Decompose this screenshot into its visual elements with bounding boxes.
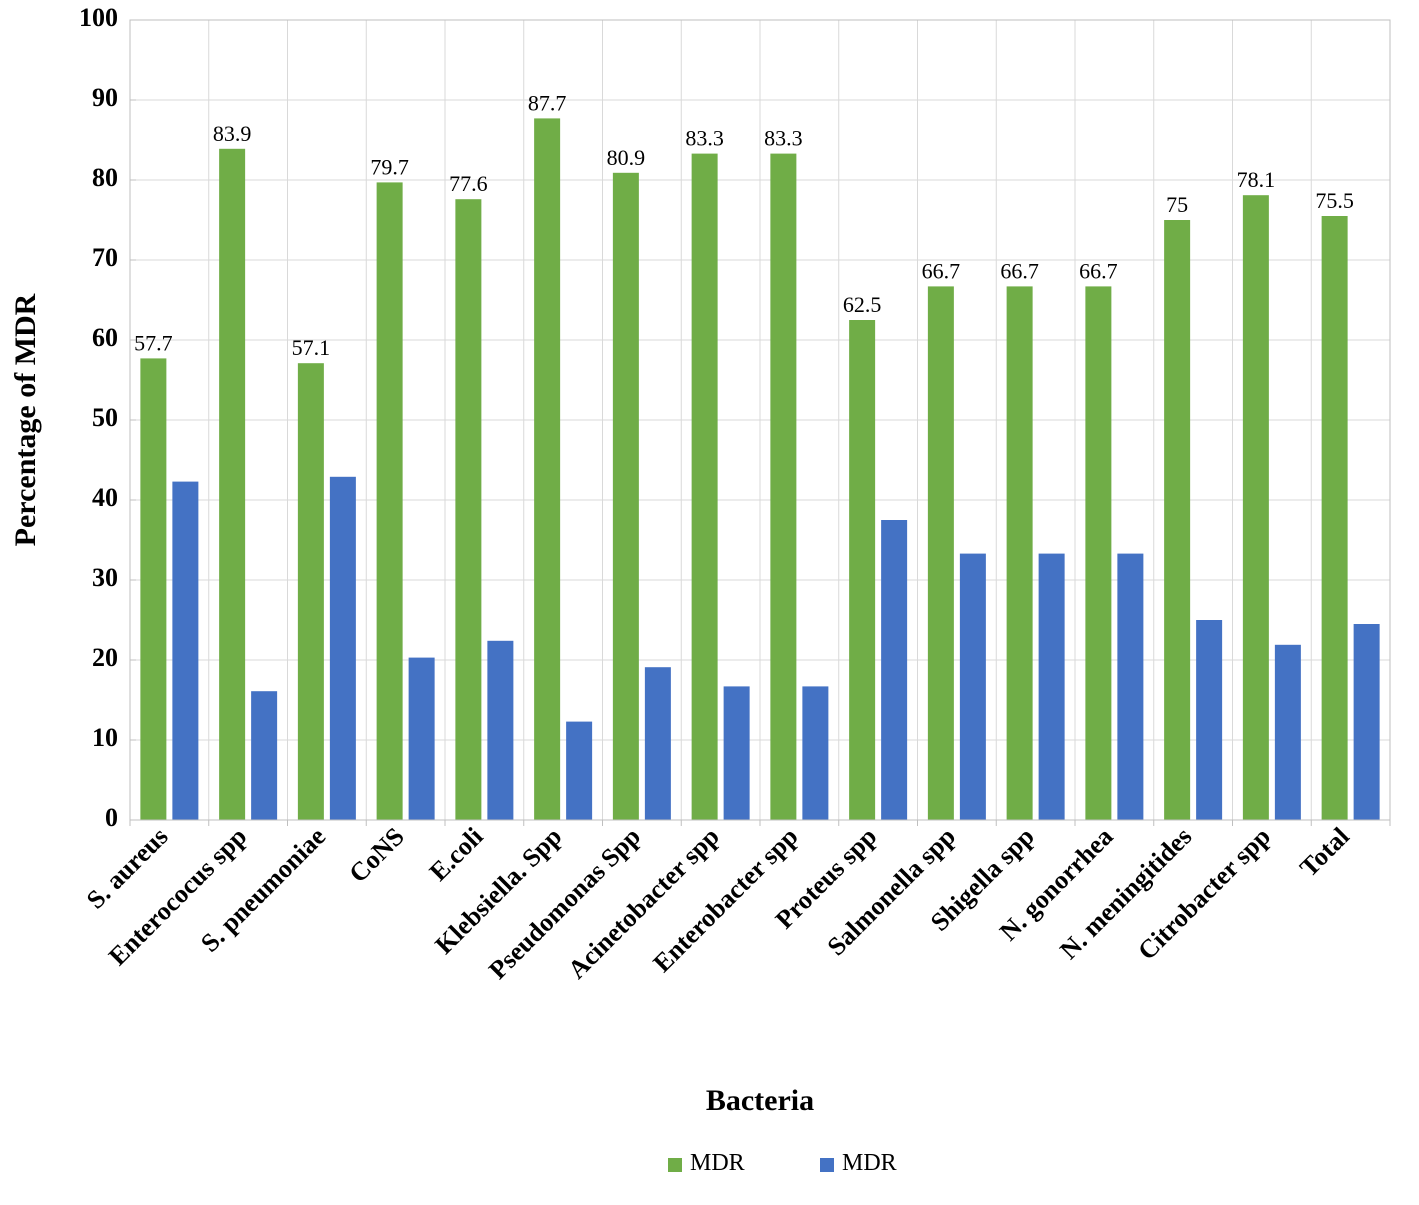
bar-mdr-green (1243, 195, 1269, 820)
bar-mdr-green (140, 358, 166, 820)
bar-mdr-blue (409, 658, 435, 820)
bar-mdr-blue (330, 477, 356, 820)
bar-value-label: 62.5 (843, 292, 882, 317)
bar-mdr-green (534, 118, 560, 820)
bar-chart: 010203040506070809010057.7S. aureus83.9E… (0, 0, 1419, 1205)
y-tick-label: 30 (92, 563, 118, 592)
bar-mdr-blue (172, 482, 198, 820)
bar-value-label: 83.3 (764, 126, 803, 151)
bar-value-label: 87.7 (528, 90, 567, 115)
bar-mdr-green (298, 363, 324, 820)
legend-swatch (668, 1158, 682, 1172)
bar-value-label: 83.3 (685, 126, 724, 151)
chart-container: 010203040506070809010057.7S. aureus83.9E… (0, 0, 1419, 1205)
bar-value-label: 75.5 (1315, 188, 1354, 213)
bar-mdr-green (219, 149, 245, 820)
bar-mdr-blue (487, 641, 513, 820)
bar-value-label: 83.9 (213, 121, 252, 146)
y-axis-title: Percentage of MDR (9, 293, 42, 546)
bar-value-label: 66.7 (1079, 258, 1118, 283)
bar-value-label: 66.7 (1000, 258, 1039, 283)
bar-mdr-green (1007, 286, 1033, 820)
bar-mdr-blue (251, 691, 277, 820)
y-tick-label: 50 (92, 403, 118, 432)
bar-value-label: 77.6 (449, 171, 488, 196)
y-tick-label: 100 (79, 3, 118, 32)
y-tick-label: 40 (92, 483, 118, 512)
bar-mdr-blue (645, 667, 671, 820)
y-tick-label: 80 (92, 163, 118, 192)
bar-mdr-green (613, 173, 639, 820)
bar-mdr-blue (802, 686, 828, 820)
y-tick-label: 90 (92, 83, 118, 112)
bar-value-label: 79.7 (370, 154, 409, 179)
bar-mdr-green (1085, 286, 1111, 820)
bar-mdr-green (692, 154, 718, 820)
y-tick-label: 0 (105, 803, 118, 832)
bar-mdr-green (928, 286, 954, 820)
bar-value-label: 66.7 (922, 258, 961, 283)
y-tick-label: 60 (92, 323, 118, 352)
x-axis-title: Bacteria (706, 1084, 814, 1117)
bar-value-label: 75 (1166, 192, 1188, 217)
bar-mdr-green (770, 154, 796, 820)
bar-mdr-green (849, 320, 875, 820)
bar-value-label: 57.1 (292, 335, 331, 360)
bar-value-label: 78.1 (1237, 167, 1276, 192)
bar-mdr-blue (1275, 645, 1301, 820)
bar-mdr-blue (724, 686, 750, 820)
y-tick-label: 10 (92, 723, 118, 752)
bar-value-label: 57.7 (134, 330, 173, 355)
bar-mdr-green (377, 182, 403, 820)
legend-label: MDR (842, 1150, 897, 1176)
legend-label: MDR (690, 1150, 745, 1176)
bar-mdr-blue (960, 554, 986, 820)
bar-mdr-blue (566, 722, 592, 820)
bar-mdr-green (1164, 220, 1190, 820)
bar-mdr-blue (1196, 620, 1222, 820)
bar-mdr-blue (881, 520, 907, 820)
bar-mdr-green (455, 199, 481, 820)
y-tick-label: 20 (92, 643, 118, 672)
y-tick-label: 70 (92, 243, 118, 272)
bar-mdr-green (1322, 216, 1348, 820)
bar-mdr-blue (1354, 624, 1380, 820)
bar-mdr-blue (1117, 554, 1143, 820)
legend-swatch (820, 1158, 834, 1172)
bar-mdr-blue (1039, 554, 1065, 820)
bar-value-label: 80.9 (607, 145, 646, 170)
